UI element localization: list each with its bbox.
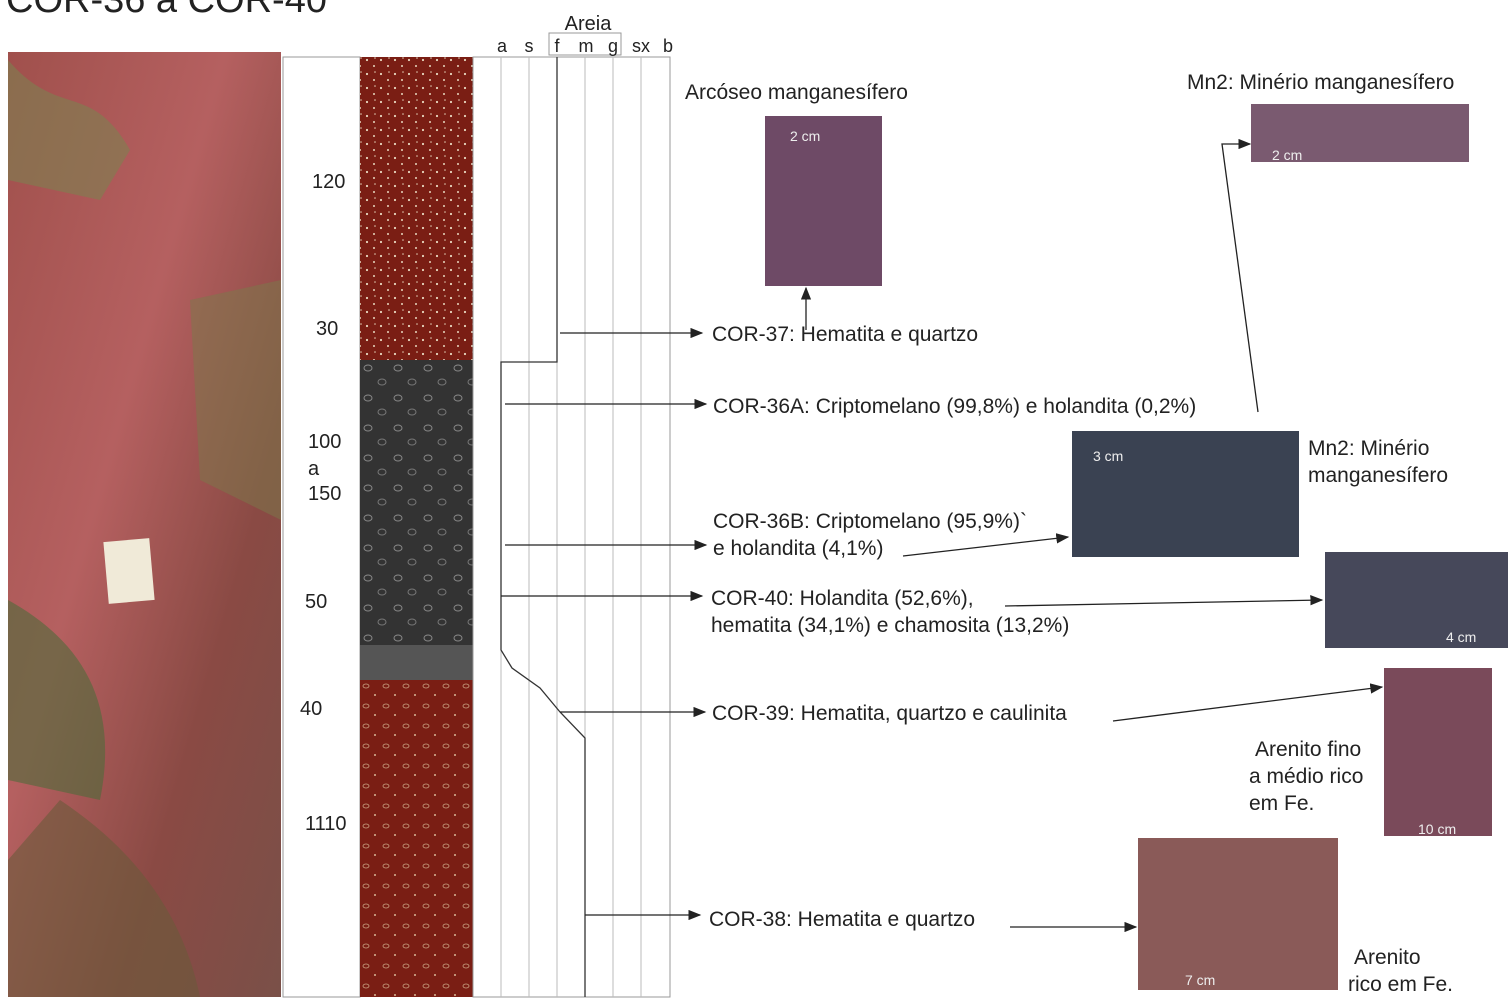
sample-photo — [1325, 552, 1508, 648]
grain-group-label: Areia — [565, 13, 613, 35]
photo-caption: manganesífero — [1308, 464, 1448, 487]
photo-scale: 7 cm — [1185, 972, 1215, 988]
sample-photo — [765, 116, 882, 286]
photo-scale: 2 cm — [790, 128, 820, 144]
photo-scale: 3 cm — [1093, 448, 1123, 464]
photo-caption: a médio rico — [1249, 765, 1363, 788]
sample-label: COR-38: Hematita e quartzo — [709, 908, 975, 931]
grain-label: s — [525, 36, 534, 56]
grain-grid — [473, 33, 670, 997]
thickness-label: 120 — [312, 171, 345, 193]
outcrop-photo — [8, 52, 281, 997]
thickness-label: a — [308, 458, 320, 480]
photo-scale: 10 cm — [1418, 821, 1456, 837]
diagram: COR-36 a COR-40 120 30 100 a 150 50 40 1… — [0, 0, 1508, 1007]
sample-label: hematita (34,1%) e chamosita (13,2%) — [711, 614, 1069, 637]
sample-label: COR-39: Hematita, quartzo e caulinita — [712, 702, 1067, 725]
sample-label: COR-36A: Criptomelano (99,8%) e holandit… — [713, 395, 1196, 418]
photo-caption: Arenito fino — [1255, 738, 1361, 761]
photo-caption: em Fe. — [1249, 792, 1314, 815]
photo-caption: Mn2: Minério — [1308, 437, 1429, 460]
grain-label: b — [663, 36, 673, 56]
sample-photo — [1138, 838, 1338, 990]
title: COR-36 a COR-40 — [6, 0, 327, 21]
photo-caption: rico em Fe. — [1348, 973, 1453, 996]
thickness-label: 150 — [308, 483, 341, 505]
thickness-label: 50 — [305, 591, 327, 613]
photo-scale: 2 cm — [1272, 147, 1302, 163]
thickness-label: 1110 — [305, 813, 347, 835]
photo-caption: Mn2: Minério manganesífero — [1187, 71, 1454, 94]
grain-label: g — [608, 36, 618, 56]
thickness-label: 30 — [316, 318, 338, 340]
sample-label: COR-40: Holandita (52,6%), — [711, 587, 974, 610]
grain-label: sx — [632, 36, 650, 56]
grain-label: m — [579, 36, 594, 56]
grain-label: a — [497, 36, 508, 56]
sample-label: COR-37: Hematita e quartzo — [712, 323, 978, 346]
grain-label: f — [554, 36, 560, 56]
thickness-label: 100 — [308, 431, 341, 453]
sample-photo — [1384, 668, 1492, 836]
lithology-column — [360, 57, 473, 997]
photo-caption: Arcóseo manganesífero — [685, 81, 908, 104]
photo-caption: Arenito — [1354, 946, 1421, 969]
thickness-label: 40 — [300, 698, 322, 720]
photo-scale: 4 cm — [1446, 629, 1476, 645]
sample-label: e holandita (4,1%) — [713, 537, 883, 560]
thickness-column — [283, 57, 360, 997]
sample-label: COR-36B: Criptomelano (95,9%)` — [713, 510, 1027, 533]
